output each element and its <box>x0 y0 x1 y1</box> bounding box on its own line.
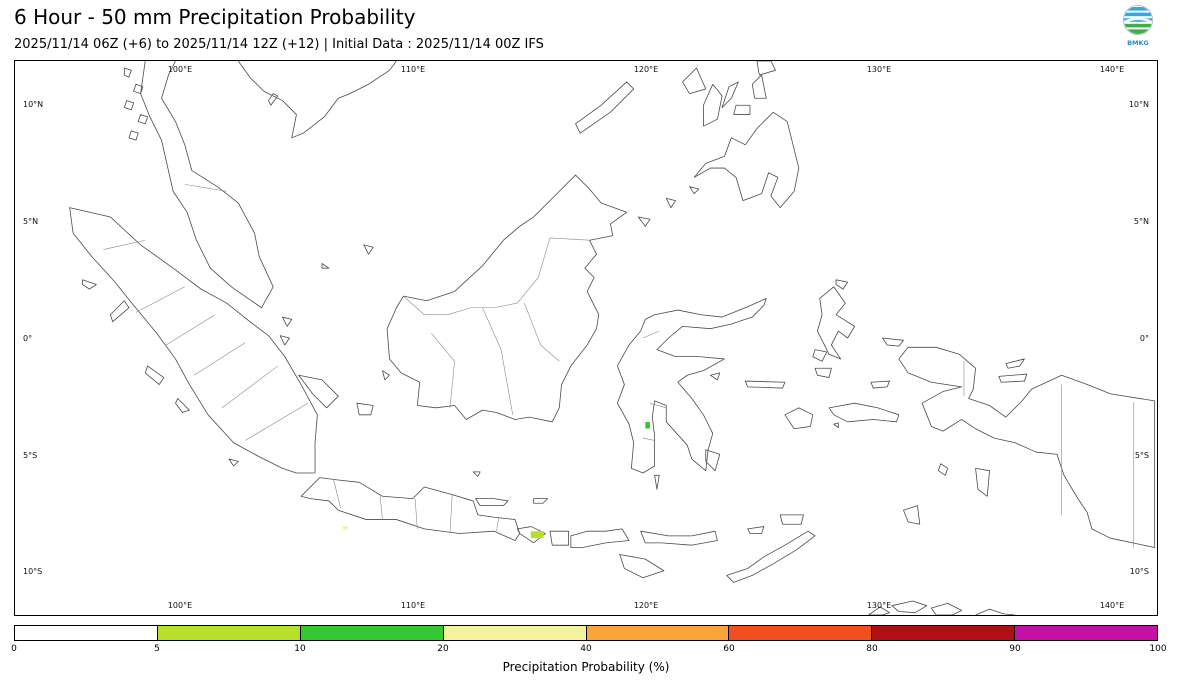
page-title: 6 Hour - 50 mm Precipitation Probability <box>14 5 416 29</box>
precip-probability-spot <box>342 526 348 530</box>
coastline-philippines <box>576 61 799 208</box>
lat-tick-label-right: 5°N <box>1133 217 1149 226</box>
coastline-lesser-sunda <box>517 515 815 583</box>
coastlines-group <box>70 61 1155 615</box>
coastline-papua <box>871 338 1155 547</box>
lat-tick-label-right: 5°S <box>1134 451 1149 460</box>
colorbar-segment <box>443 626 587 640</box>
bmkg-logo: BMKG <box>1122 4 1154 47</box>
lat-tick-label-left: 5°S <box>23 451 38 460</box>
colorbar-tick-label: 90 <box>1009 644 1021 654</box>
admin-borders <box>103 184 1133 547</box>
lon-tick-label-top: 130°E <box>866 65 892 74</box>
admin-borders-group <box>103 184 1133 547</box>
colorbar-tick-label: 0 <box>11 644 17 654</box>
colorbar-tick-label: 10 <box>294 644 306 654</box>
precip-probability-spot <box>645 422 650 429</box>
colorbar-segment <box>872 626 1016 640</box>
precip-probability-spot <box>530 531 544 539</box>
logo-globe-stripes <box>1124 7 1152 34</box>
colorbar-segment <box>157 626 301 640</box>
map-canvas <box>15 61 1157 615</box>
colorbar-tick-label: 5 <box>154 644 160 654</box>
coastline-maluku <box>785 280 948 524</box>
lon-tick-label-top: 100°E <box>167 65 193 74</box>
lat-tick-label-left: 10°N <box>23 100 44 109</box>
lon-tick-label-top: 110°E <box>400 65 426 74</box>
colorbar-caption: Precipitation Probability (%) <box>502 660 670 674</box>
colorbar-tick-label: 40 <box>580 644 592 654</box>
lat-tick-label-left: 10°S <box>23 567 43 576</box>
precip-probability-spots <box>342 422 650 539</box>
lon-tick-label-top: 120°E <box>633 65 659 74</box>
coastline-sulawesi <box>617 298 784 489</box>
map-frame: 100°E 110°E 120°E 130°E 140°E 100°E 110°… <box>14 60 1158 616</box>
lon-tick-label-bottom: 110°E <box>400 601 426 610</box>
colorbar-tick-label: 60 <box>723 644 735 654</box>
lon-tick-label-bottom: 120°E <box>633 601 659 610</box>
colorbar-segment <box>15 626 158 640</box>
lat-tick-label-left: 0° <box>23 334 33 343</box>
lon-tick-label-bottom: 140°E <box>1099 601 1125 610</box>
colorbar-segment <box>1015 626 1157 640</box>
coastline-mainland-sea <box>124 61 1015 615</box>
colorbar-segment <box>300 626 444 640</box>
colorbar <box>14 625 1158 641</box>
colorbar-segment <box>586 626 730 640</box>
logo-text: BMKG <box>1127 39 1149 47</box>
colorbar-tick-label: 80 <box>866 644 878 654</box>
lat-tick-label-right: 0° <box>1139 334 1149 343</box>
colorbar-tick-label: 20 <box>437 644 449 654</box>
coastline-sumatra <box>70 208 390 473</box>
lat-tick-label-right: 10°N <box>1128 100 1149 109</box>
coastline-borneo <box>387 175 699 422</box>
lat-tick-label-left: 5°N <box>23 217 39 226</box>
lon-tick-label-bottom: 100°E <box>167 601 193 610</box>
lat-tick-label-right: 10°S <box>1129 567 1149 576</box>
coastline-java <box>301 472 548 541</box>
colorbar-segment <box>729 626 873 640</box>
colorbar-tick-label: 100 <box>1149 644 1167 654</box>
lon-tick-label-bottom: 130°E <box>866 601 892 610</box>
lon-tick-label-top: 140°E <box>1099 65 1125 74</box>
page-subtitle: 2025/11/14 06Z (+6) to 2025/11/14 12Z (+… <box>14 37 544 52</box>
